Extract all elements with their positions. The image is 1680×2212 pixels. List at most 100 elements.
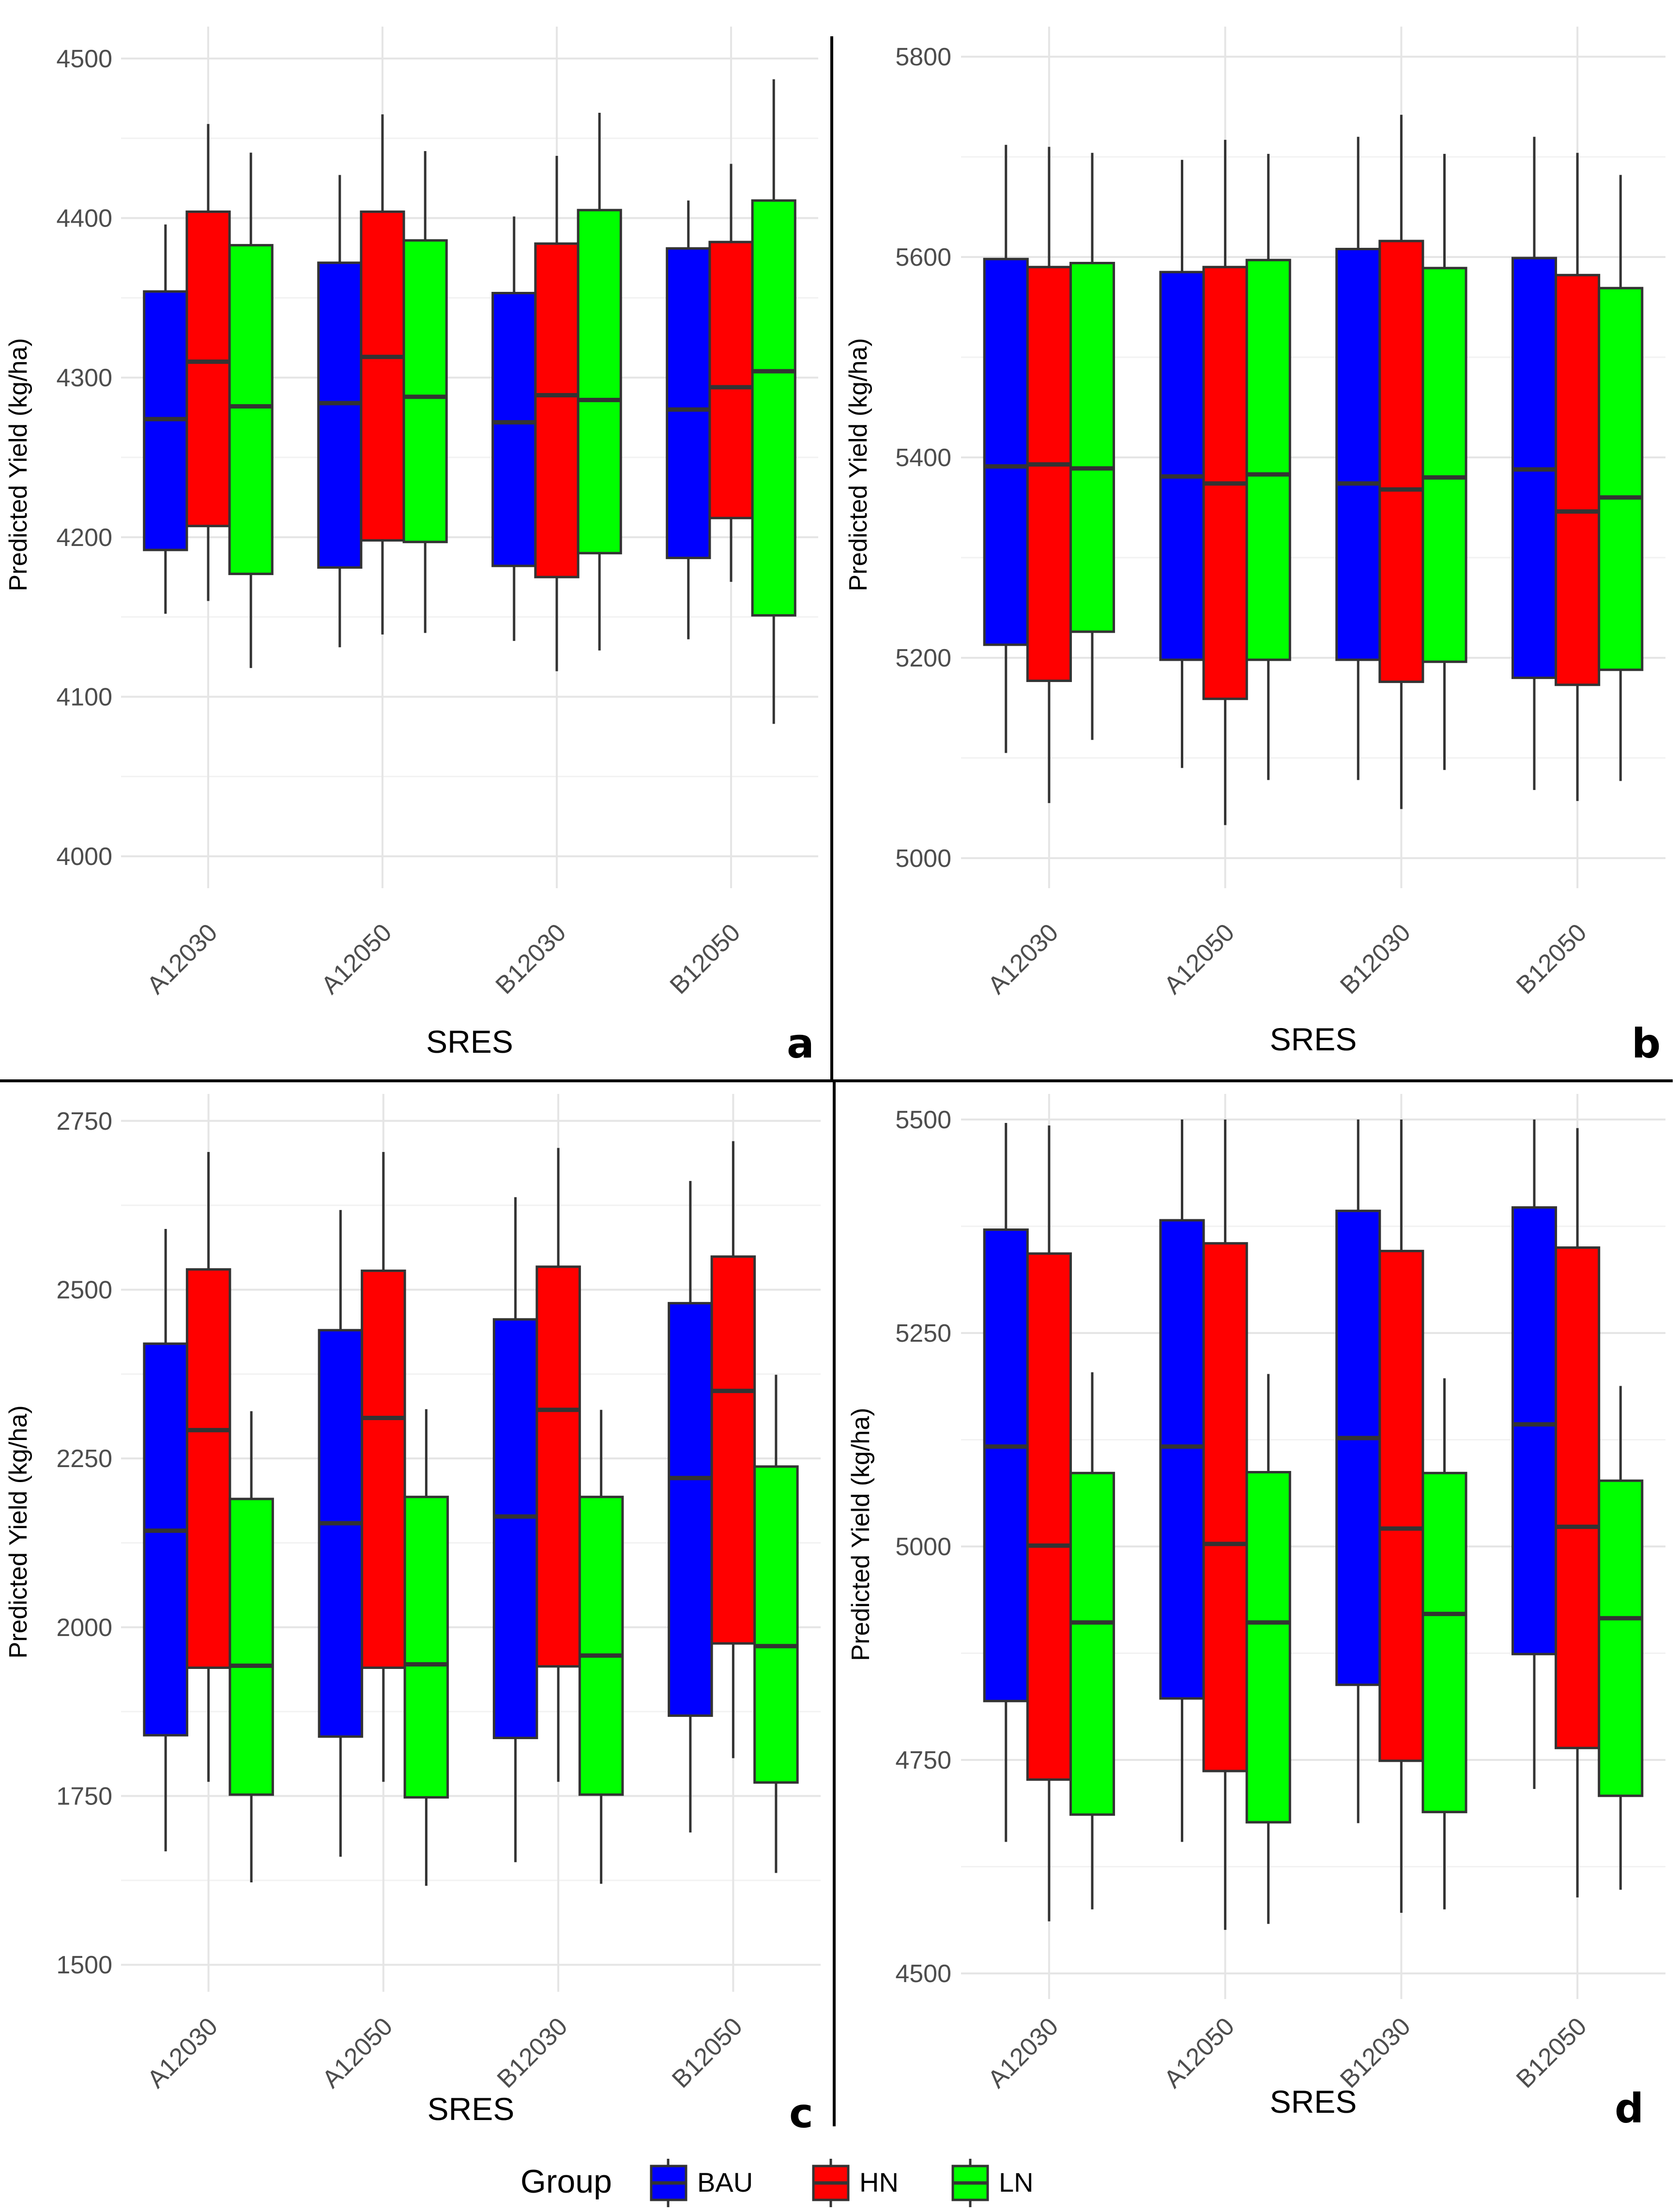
box bbox=[751, 199, 796, 617]
box bbox=[1598, 287, 1644, 671]
y-axis-title: Predicted Yield (kg/ha) bbox=[844, 338, 872, 591]
box bbox=[1245, 1471, 1291, 1824]
box bbox=[1511, 1206, 1558, 1655]
box-ln-A12050 bbox=[402, 151, 448, 633]
panel-letter: c bbox=[789, 2090, 813, 2137]
box bbox=[143, 1342, 188, 1737]
y-axis-title: Predicted Yield (kg/ha) bbox=[4, 338, 32, 591]
box-ln-A12050 bbox=[1245, 153, 1291, 780]
box bbox=[1598, 1479, 1644, 1797]
y-tick-label: 5200 bbox=[895, 644, 951, 672]
box bbox=[185, 210, 231, 528]
y-tick-label: 5500 bbox=[895, 1106, 951, 1134]
box-hn-A12050 bbox=[361, 1151, 406, 1782]
box bbox=[317, 261, 363, 569]
box-bau-A12030 bbox=[983, 1122, 1029, 1842]
box bbox=[403, 1496, 449, 1799]
y-tick-label: 4000 bbox=[56, 843, 112, 871]
box bbox=[1159, 1219, 1205, 1700]
box bbox=[668, 1302, 713, 1717]
box-ln-B12050 bbox=[751, 79, 796, 724]
box-ln-B12030 bbox=[577, 113, 622, 651]
box-hn-A12030 bbox=[185, 1151, 231, 1782]
y-tick-label: 2000 bbox=[56, 1614, 112, 1642]
box bbox=[229, 1498, 274, 1796]
x-axis-title: SRES bbox=[1270, 1021, 1357, 1057]
panel-letter: b bbox=[1632, 1020, 1661, 1067]
box bbox=[360, 210, 405, 542]
box bbox=[753, 1465, 799, 1784]
box bbox=[1555, 273, 1601, 686]
box-hn-B12050 bbox=[710, 1141, 756, 1758]
box-bau-A12050 bbox=[1159, 160, 1205, 768]
box bbox=[1378, 1250, 1424, 1762]
box-hn-B12050 bbox=[708, 164, 754, 582]
box-hn-B12030 bbox=[534, 156, 580, 671]
legend-key-hn: HN bbox=[812, 2159, 899, 2207]
box-bau-B12050 bbox=[666, 200, 711, 639]
box bbox=[666, 247, 711, 560]
y-tick-label: 5000 bbox=[895, 845, 951, 873]
y-tick-label: 5250 bbox=[895, 1319, 951, 1348]
box-hn-B12050 bbox=[1555, 152, 1601, 801]
box bbox=[1555, 1246, 1601, 1749]
box bbox=[491, 291, 537, 567]
box-ln-A12030 bbox=[229, 1411, 274, 1883]
box-ln-A12030 bbox=[1069, 152, 1115, 740]
panel-letter: a bbox=[787, 1020, 814, 1067]
box-hn-B12030 bbox=[1378, 115, 1424, 809]
box-bau-A12030 bbox=[143, 1228, 188, 1851]
box bbox=[1421, 267, 1467, 663]
box-bau-B12050 bbox=[668, 1181, 713, 1833]
box-bau-B12030 bbox=[491, 216, 537, 641]
y-tick-label: 5400 bbox=[895, 444, 951, 472]
box-ln-A12030 bbox=[228, 152, 274, 668]
box bbox=[228, 244, 274, 576]
y-tick-label: 4200 bbox=[56, 524, 112, 552]
box-ln-B12030 bbox=[578, 1409, 624, 1884]
box-hn-B12030 bbox=[535, 1148, 581, 1782]
box-ln-B12050 bbox=[1598, 1386, 1644, 1890]
legend-key-ln: LN bbox=[951, 2159, 1034, 2207]
legend-title: Group bbox=[520, 2163, 612, 2200]
legend-label-hn: HN bbox=[859, 2167, 899, 2197]
box bbox=[1069, 1471, 1115, 1816]
y-tick-label: 5600 bbox=[895, 243, 951, 272]
box-ln-A12050 bbox=[1245, 1374, 1291, 1924]
y-tick-label: 5000 bbox=[895, 1533, 951, 1561]
box-hn-A12050 bbox=[1202, 139, 1248, 825]
box bbox=[708, 241, 754, 519]
y-tick-label: 4400 bbox=[56, 205, 112, 233]
y-tick-label: 2500 bbox=[56, 1276, 112, 1304]
box-hn-A12030 bbox=[1026, 1125, 1072, 1922]
x-axis-title: SRES bbox=[426, 1024, 513, 1060]
box bbox=[1026, 266, 1072, 682]
y-tick-label: 1500 bbox=[56, 1951, 112, 1979]
box bbox=[1421, 1471, 1467, 1814]
box-bau-B12030 bbox=[492, 1197, 538, 1863]
box-ln-B12030 bbox=[1421, 153, 1467, 770]
box-ln-B12050 bbox=[1598, 175, 1644, 781]
legend-key-bau: BAU bbox=[650, 2159, 753, 2207]
box-bau-A12050 bbox=[318, 1210, 364, 1857]
box bbox=[1335, 1210, 1381, 1686]
box-ln-A12050 bbox=[403, 1409, 449, 1886]
box bbox=[578, 1496, 624, 1796]
y-axis-title: Predicted Yield (kg/ha) bbox=[4, 1405, 32, 1658]
box bbox=[534, 242, 580, 578]
box bbox=[185, 1268, 231, 1669]
y-tick-label: 1750 bbox=[56, 1783, 112, 1811]
y-tick-label: 2750 bbox=[56, 1107, 112, 1136]
box-ln-B12050 bbox=[753, 1375, 799, 1873]
box-bau-A12030 bbox=[143, 224, 188, 614]
box bbox=[577, 209, 622, 555]
y-tick-label: 4300 bbox=[56, 364, 112, 392]
box-bau-B12030 bbox=[1335, 136, 1381, 780]
box bbox=[318, 1329, 364, 1738]
y-axis-title: Predicted Yield (kg/ha) bbox=[847, 1408, 875, 1661]
box bbox=[402, 239, 448, 544]
y-tick-label: 5800 bbox=[895, 43, 951, 71]
box-hn-B12050 bbox=[1555, 1128, 1601, 1898]
